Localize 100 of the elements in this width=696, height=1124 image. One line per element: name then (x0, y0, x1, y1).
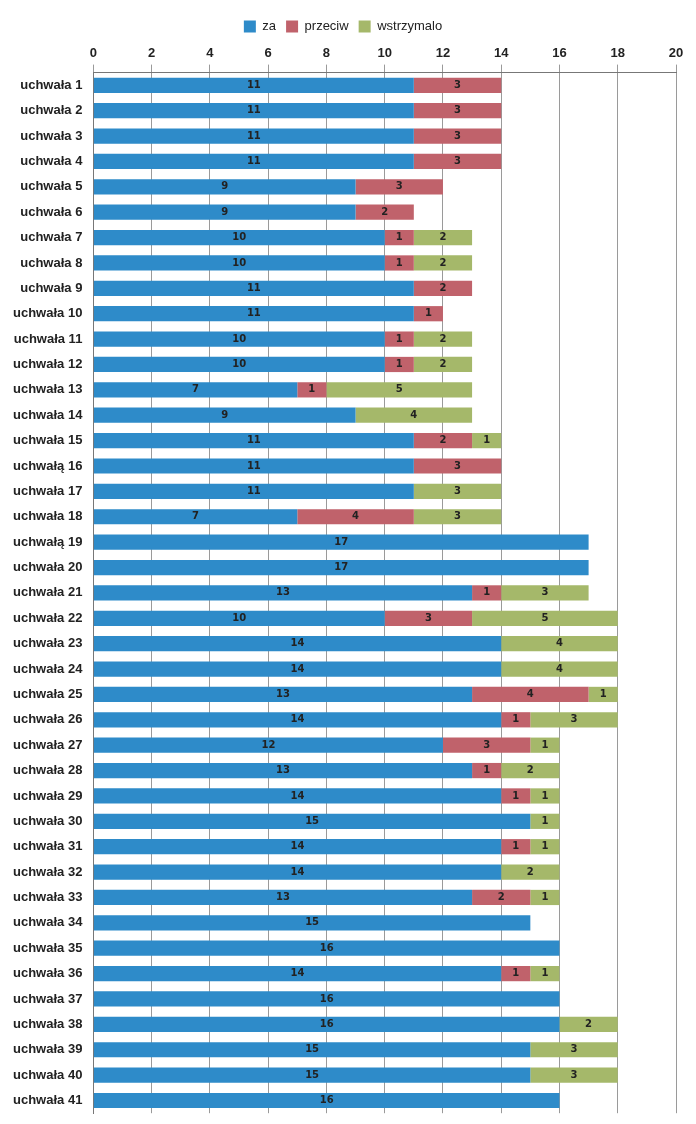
bar (93, 534, 589, 550)
bar (530, 712, 618, 728)
data-label: 3 (570, 713, 578, 725)
bar (501, 762, 560, 779)
bar (93, 559, 589, 576)
y-tick-label: uchwała 1 (20, 76, 83, 92)
data-label: 1 (424, 307, 432, 319)
bar (413, 331, 473, 347)
bar (93, 509, 298, 525)
data-label: 1 (541, 738, 549, 750)
bar (355, 407, 473, 423)
bar (93, 433, 414, 449)
data-label: 1 (541, 891, 549, 903)
x-tick-label: 6 (264, 45, 272, 61)
y-tick-label: uchwałą 19 (12, 533, 83, 549)
data-label: 1 (483, 434, 491, 446)
bar (413, 458, 502, 474)
data-label: 16 (319, 1017, 334, 1029)
bar (413, 356, 473, 373)
data-label: 2 (439, 231, 447, 243)
x-tick-label: 14 (493, 45, 510, 61)
y-tick-label: uchwałą 16 (12, 457, 83, 473)
bar (501, 839, 531, 855)
y-tick-label: uchwała 26 (12, 711, 83, 727)
data-label: 10 (232, 358, 247, 370)
data-label: 10 (232, 231, 247, 243)
bar (355, 204, 414, 220)
bar (93, 1042, 531, 1058)
bar (93, 661, 502, 677)
y-tick-label: uchwała 15 (12, 432, 83, 448)
bar (93, 1092, 560, 1109)
bar (93, 280, 414, 296)
data-label: 11 (246, 434, 261, 446)
bar (93, 991, 560, 1007)
bar (93, 331, 385, 347)
data-label: 13 (276, 891, 290, 903)
y-tick-label: uchwała 11 (13, 330, 83, 346)
data-label: 1 (395, 332, 403, 344)
bar (530, 788, 560, 804)
data-label: 13 (276, 688, 290, 700)
data-label: 10 (232, 256, 247, 268)
bar (93, 712, 502, 728)
data-label: 1 (483, 586, 491, 598)
y-tick-label: uchwała 32 (12, 863, 83, 879)
y-tick-label: uchwała 31 (12, 838, 83, 854)
data-label: 2 (526, 764, 534, 776)
bar (93, 940, 560, 956)
bar (413, 255, 473, 271)
data-label: 13 (276, 586, 290, 598)
bar (93, 864, 502, 880)
data-label: 1 (395, 358, 403, 370)
data-label: 1 (541, 840, 549, 852)
bar (93, 1067, 531, 1083)
y-tick-label: uchwała 35 (12, 939, 83, 955)
bar (530, 839, 560, 855)
bar (93, 458, 414, 474)
data-label: 1 (541, 967, 549, 979)
x-tick-label: 0 (89, 45, 97, 61)
bar (93, 965, 502, 982)
y-tick-label: uchwała 23 (12, 635, 83, 651)
data-label: 3 (454, 155, 462, 167)
bar (384, 356, 414, 373)
y-tick-label: uchwała 8 (20, 254, 83, 270)
y-tick-label: uchwała 2 (20, 102, 83, 118)
y-tick-label: uchwała 13 (12, 381, 83, 397)
bar (93, 1016, 560, 1032)
y-tick-label: uchwała 39 (12, 1041, 83, 1057)
bar (326, 382, 473, 398)
bar (93, 915, 531, 931)
bar (413, 77, 502, 93)
data-label: 3 (541, 586, 549, 598)
x-tick-label: 18 (610, 45, 625, 61)
bar (93, 255, 385, 271)
bar (501, 864, 560, 880)
y-tick-label: uchwała 7 (20, 229, 83, 245)
x-tick-label: 16 (552, 45, 567, 61)
bar (501, 788, 531, 804)
data-label: 1 (512, 840, 520, 852)
bar (93, 813, 531, 829)
data-label: 1 (512, 713, 520, 725)
data-label: 2 (439, 434, 447, 446)
bar (93, 356, 385, 373)
y-tick-label: uchwała 21 (12, 584, 83, 600)
bar (93, 229, 385, 246)
bar (93, 204, 356, 220)
bar (501, 712, 531, 728)
bar (472, 585, 502, 601)
x-tick-label: 10 (377, 45, 392, 61)
y-tick-label: uchwała 22 (12, 609, 83, 625)
bar (413, 280, 473, 296)
bar (530, 965, 560, 982)
data-label: 4 (410, 408, 418, 420)
data-label: 7 (192, 510, 200, 522)
data-label: 3 (395, 180, 403, 192)
data-label: 16 (319, 941, 334, 953)
bar (93, 179, 356, 195)
y-tick-label: uchwała 36 (12, 965, 83, 981)
y-tick-label: uchwała 10 (12, 305, 83, 321)
bar (93, 306, 414, 322)
y-tick-label: uchwała 12 (12, 356, 83, 372)
